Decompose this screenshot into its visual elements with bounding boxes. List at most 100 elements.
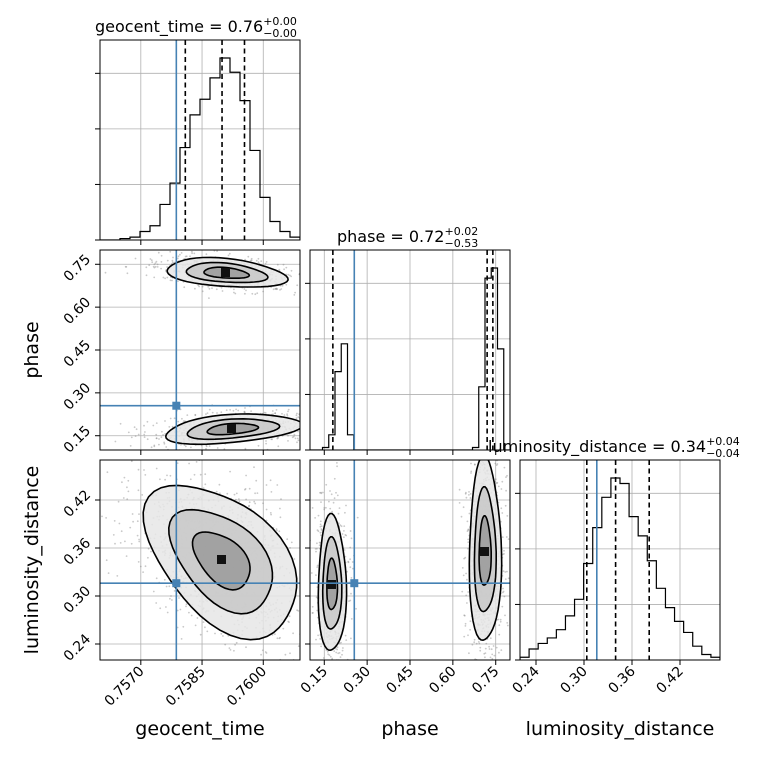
x-tick-label-luminosity_distance: 0.36 — [605, 663, 638, 696]
sample-point — [338, 642, 341, 645]
sample-point — [498, 651, 500, 654]
sample-point — [505, 476, 507, 478]
sample-point — [265, 484, 268, 486]
sample-point — [314, 556, 316, 558]
sample-point — [211, 287, 213, 290]
sample-point — [338, 692, 340, 694]
sample-point — [347, 561, 350, 564]
sample-point — [228, 252, 231, 255]
sample-point — [234, 643, 237, 646]
sample-point — [316, 566, 319, 568]
sample-point — [153, 445, 156, 448]
sample-point — [288, 615, 291, 618]
sample-point — [504, 571, 507, 573]
sample-point — [473, 458, 475, 460]
sample-point — [134, 435, 137, 437]
sample-point — [250, 259, 253, 262]
sample-point — [146, 420, 149, 423]
sample-point — [127, 490, 130, 493]
sample-point — [524, 503, 526, 505]
sample-point — [494, 478, 497, 481]
sample-point — [350, 537, 353, 540]
sample-point — [233, 649, 235, 652]
sample-point — [345, 639, 348, 641]
sample-point — [488, 424, 490, 426]
sample-point — [279, 507, 281, 510]
sample-point — [227, 254, 230, 257]
contour-line — [478, 515, 492, 586]
sample-point — [463, 614, 466, 617]
sample-point — [166, 611, 169, 614]
sample-point — [315, 596, 318, 599]
sample-point — [301, 613, 303, 615]
sample-point — [272, 413, 274, 416]
x-tick-label-geocent_time: 0.7600 — [224, 664, 270, 710]
sample-point — [176, 609, 179, 612]
contour-line — [185, 261, 269, 284]
sample-point — [253, 500, 256, 503]
sample-point — [177, 420, 180, 423]
sample-point — [133, 426, 136, 429]
y-axis-label-luminosity_distance: luminosity_distance — [21, 466, 43, 655]
sample-point — [468, 494, 470, 496]
contour-line — [326, 557, 339, 611]
sample-point — [349, 558, 351, 561]
contour-line — [203, 266, 251, 279]
sample-point — [112, 534, 115, 536]
sample-point — [293, 433, 296, 436]
sample-point — [244, 488, 246, 491]
title-upper-error: +0.02 — [444, 225, 478, 238]
sample-point — [137, 468, 140, 471]
sample-point — [119, 422, 122, 425]
y-tick-label-phase: 0.45 — [61, 337, 94, 370]
sample-point — [250, 410, 253, 412]
sample-point — [319, 520, 322, 523]
sample-point — [308, 411, 310, 413]
sample-point — [254, 293, 257, 296]
sample-point — [194, 287, 196, 290]
sample-point — [290, 269, 293, 272]
density-luminosity_distance-vs-geocent_time — [98, 457, 316, 686]
sample-point — [233, 493, 236, 496]
sample-point — [319, 491, 321, 494]
sample-point — [226, 492, 229, 495]
sample-point — [499, 618, 502, 621]
sample-point — [329, 655, 332, 658]
sample-point — [123, 476, 126, 479]
sample-point — [250, 257, 253, 260]
sample-point — [506, 474, 508, 477]
sample-point — [468, 512, 471, 515]
sample-point — [314, 621, 316, 623]
sample-point — [282, 627, 285, 630]
sample-point — [311, 425, 313, 427]
sample-point — [319, 420, 321, 422]
sample-point — [124, 265, 127, 268]
sample-point — [467, 591, 470, 593]
sample-point — [315, 550, 317, 553]
sample-point — [489, 656, 492, 659]
sample-point — [135, 428, 138, 431]
contour-line — [206, 422, 260, 436]
sample-point — [98, 504, 100, 506]
sample-point — [473, 641, 476, 644]
sample-point — [344, 634, 347, 637]
sample-point — [150, 550, 152, 553]
sample-point — [245, 289, 247, 292]
sample-point — [125, 266, 128, 268]
sample-point — [320, 501, 322, 503]
sample-point — [316, 564, 319, 567]
sample-point — [350, 592, 352, 595]
sample-point — [308, 597, 310, 599]
sample-point — [466, 520, 469, 523]
sample-point — [263, 411, 266, 414]
sample-point — [165, 606, 167, 608]
sample-point — [265, 508, 268, 511]
sample-point — [165, 585, 168, 588]
sample-point — [233, 684, 235, 686]
sample-point — [247, 457, 249, 459]
histogram-step-phase — [310, 267, 510, 450]
sample-point — [311, 612, 314, 614]
y-tick-label-phase: 0.75 — [61, 252, 94, 285]
sample-point — [129, 526, 132, 529]
sample-point — [323, 507, 326, 509]
